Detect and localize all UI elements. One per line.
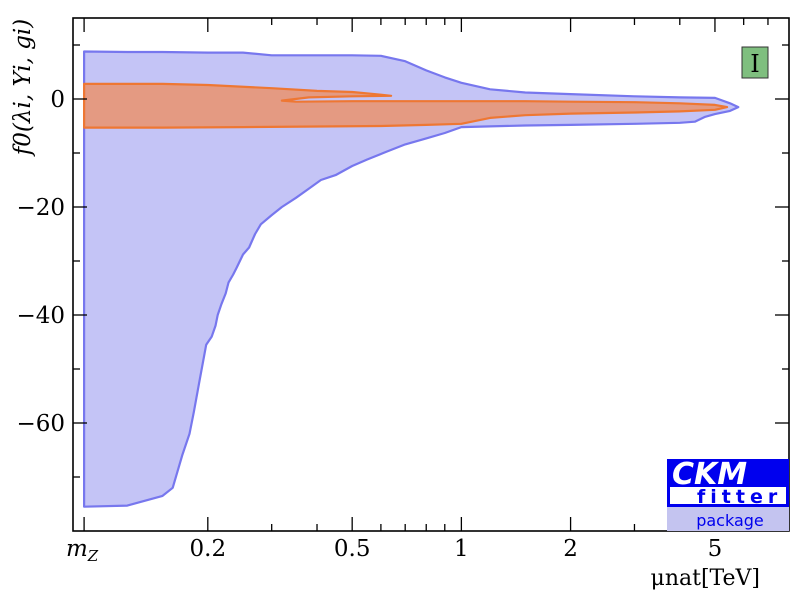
x-tick-label: 1 — [454, 536, 469, 562]
x-tick-label: 0.5 — [334, 536, 371, 562]
y-axis-label: f0(λi, Yi, gi) — [10, 19, 36, 157]
x-tick-label: 2 — [563, 536, 578, 562]
axis-ticks: 0 −20 −40 −60 mZ 0.2 0.5 1 2 5 — [16, 18, 789, 565]
region-badge: I — [741, 46, 769, 79]
badge-text: I — [750, 50, 759, 78]
badge-box — [741, 46, 769, 79]
y-axis-label-text: f0(λi, Yi, gi) — [10, 19, 36, 157]
confidence-region-2 — [82, 82, 729, 129]
x-tick-label-mz: mZ — [66, 536, 99, 565]
confidence-region-1 — [82, 50, 740, 508]
logo-pkg: package — [696, 511, 764, 530]
logo-sub: fitter — [697, 486, 782, 508]
ckmfitter-logo: CKM fitter package — [667, 457, 789, 531]
logo-bottom-band — [667, 507, 789, 531]
logo-white-strip — [670, 487, 786, 504]
y-tick-label: −20 — [16, 195, 65, 221]
plot-areas — [82, 50, 740, 508]
x-tick-label: 5 — [708, 536, 723, 562]
plot-frame — [72, 17, 790, 532]
y-tick-label: −40 — [16, 303, 65, 329]
y-tick-label: −60 — [16, 411, 65, 437]
x-axis-label: μnat[TeV] — [651, 566, 760, 591]
logo-name: CKM — [672, 457, 747, 492]
y-tick-label: 0 — [50, 87, 65, 113]
x-tick-label: 0.2 — [190, 536, 227, 562]
